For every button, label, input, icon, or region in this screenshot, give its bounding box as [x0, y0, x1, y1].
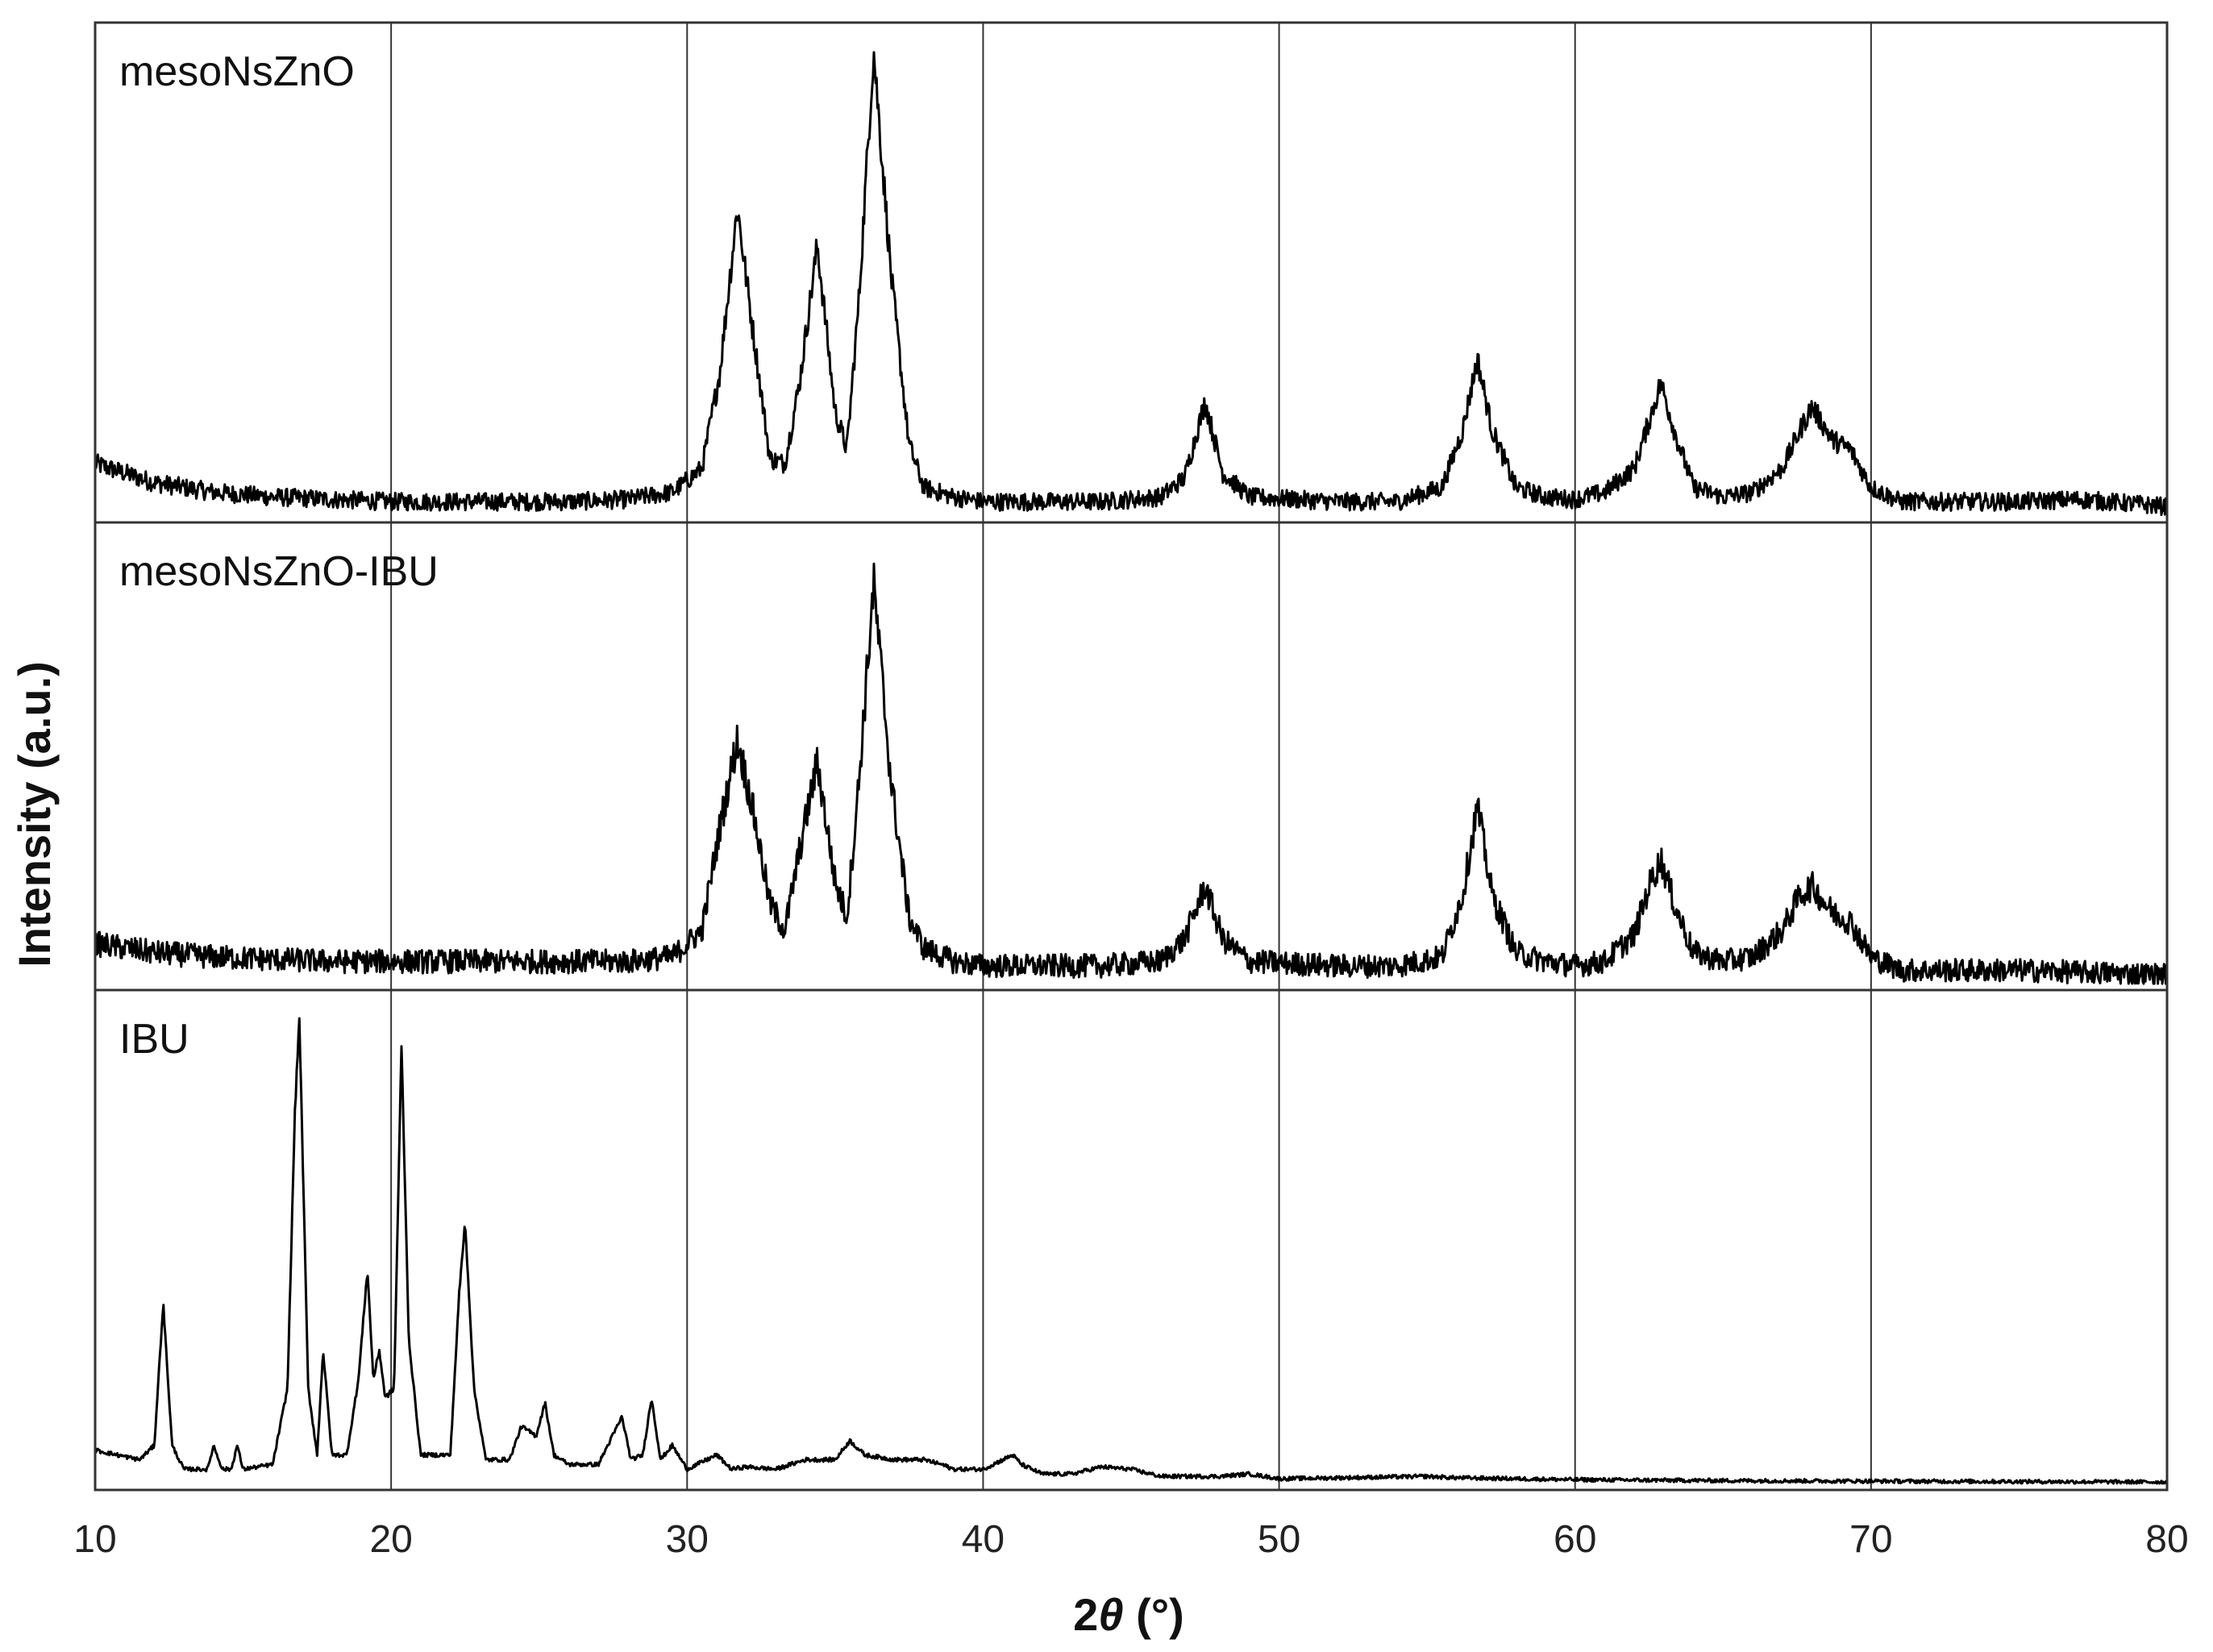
x-axis-title: 2θ (°) — [1073, 1589, 1184, 1640]
series-line-ibu — [94, 1017, 2168, 1485]
panel-frame — [94, 21, 2169, 524]
series-label: IBU — [119, 1016, 189, 1063]
panel-ibu: IBU — [94, 988, 2169, 1492]
x-axis-title-prefix: 2 — [1073, 1589, 1098, 1640]
x-tick-label: 70 — [1849, 1518, 1892, 1561]
y-axis-title: Intensity (a.u.) — [9, 661, 60, 967]
x-axis-title-suffix: (°) — [1124, 1589, 1184, 1640]
panel-mesonszno-ibu: mesoNsZnO-IBU — [94, 521, 2169, 992]
panels: mesoNsZnO mesoNsZnO-IBU IBU — [94, 21, 2169, 1492]
panel-frame — [94, 988, 2169, 1492]
x-tick-label: 40 — [962, 1518, 1005, 1561]
x-tick-label: 30 — [666, 1518, 709, 1561]
panel-mesonszno: mesoNsZnO — [94, 21, 2169, 524]
series-line-mesonszno-ibu — [94, 562, 2169, 985]
x-tick-label: 60 — [1554, 1518, 1596, 1561]
x-tick-label: 10 — [73, 1518, 116, 1561]
series-label: mesoNsZnO-IBU — [119, 548, 439, 595]
series-line-mesonszno — [94, 51, 2169, 516]
x-axis-ticks: 10 20 30 40 50 60 70 80 — [73, 1518, 2188, 1561]
x-axis-title-symbol: θ — [1098, 1589, 1123, 1640]
x-tick-label: 80 — [2145, 1518, 2188, 1561]
x-tick-label: 20 — [369, 1518, 412, 1561]
x-tick-label: 50 — [1258, 1518, 1300, 1561]
series-label: mesoNsZnO — [119, 48, 355, 95]
